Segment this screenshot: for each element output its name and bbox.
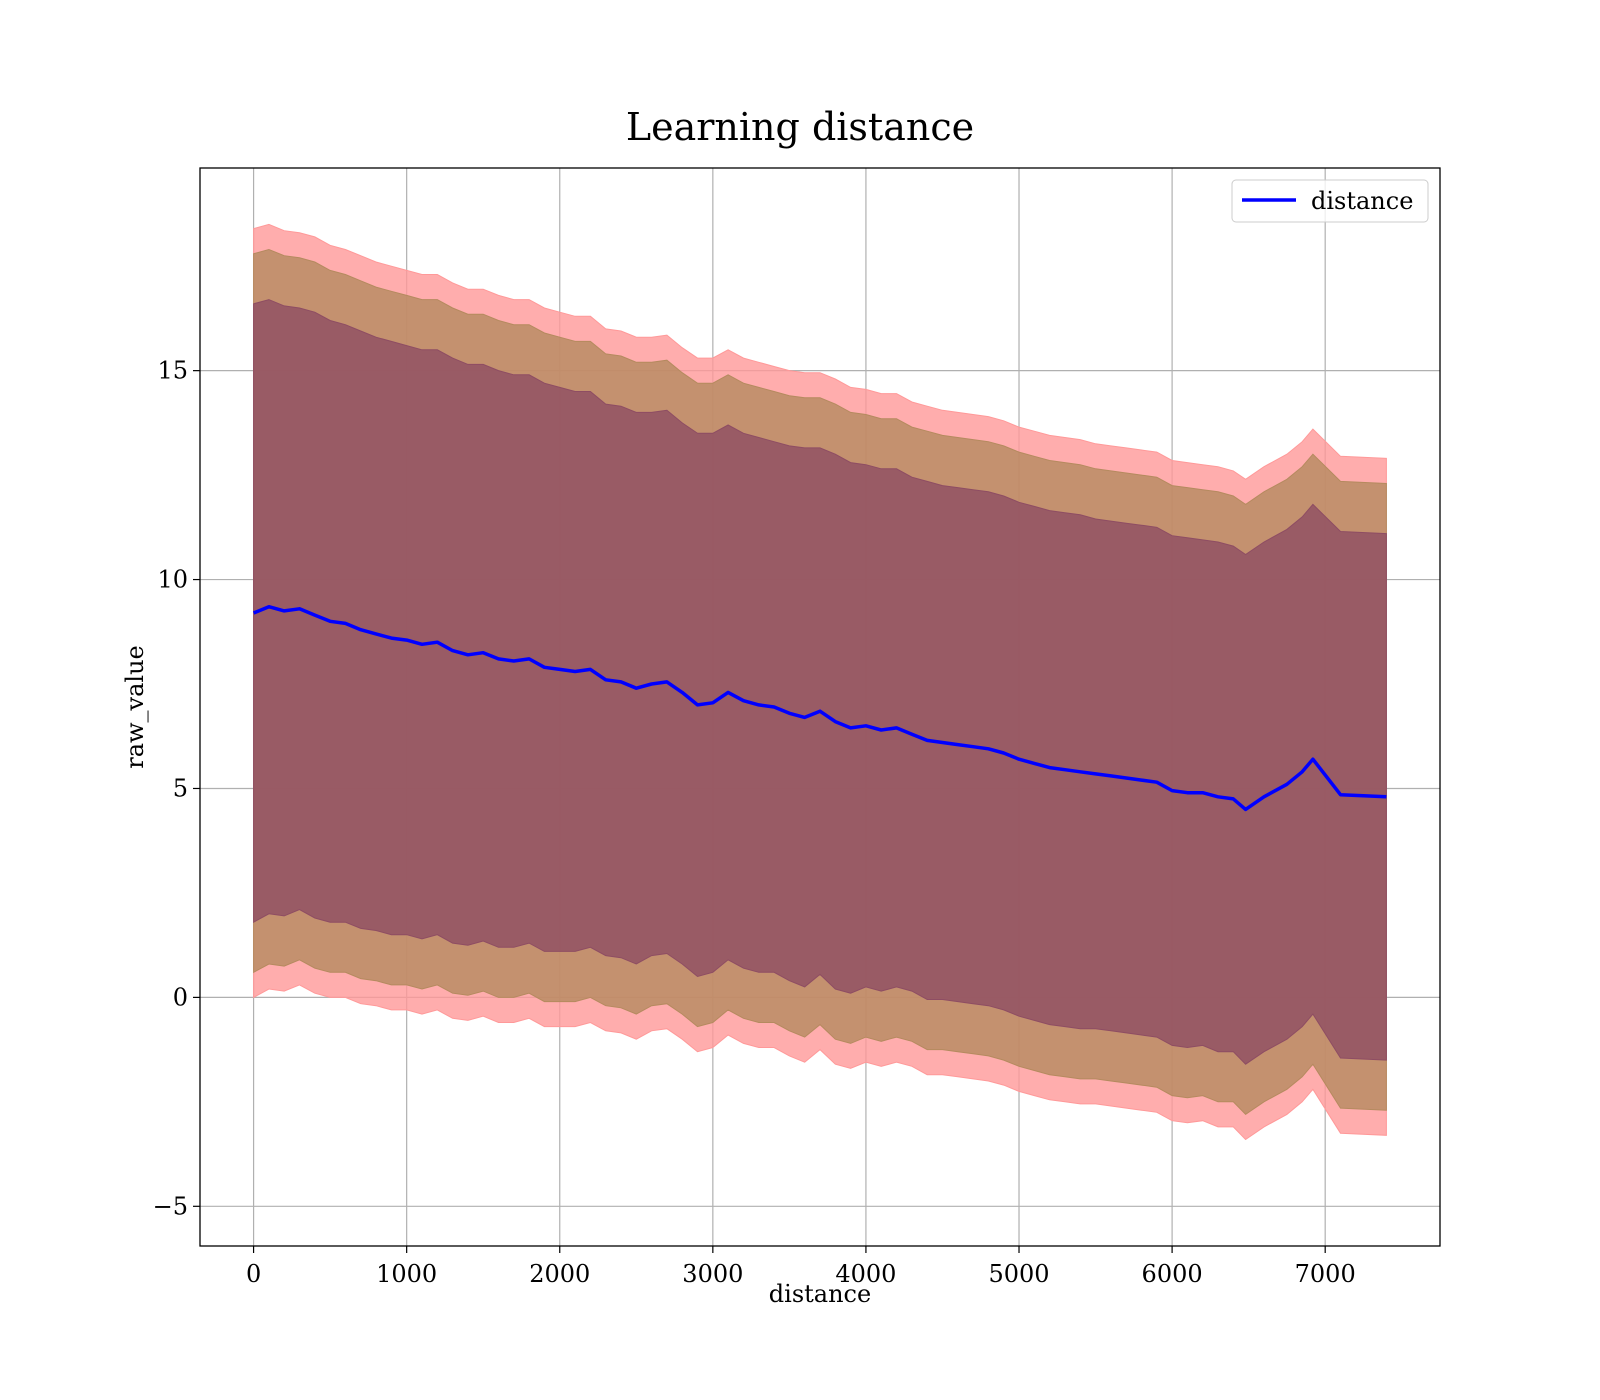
- y-axis-label: raw_value: [121, 645, 149, 769]
- chart-title: Learning distance: [626, 105, 974, 149]
- y-axis: −5 0 5 10 15: [153, 357, 200, 1220]
- x-tick-label: 7000: [1295, 1260, 1356, 1288]
- x-tick-label: 3000: [682, 1260, 743, 1288]
- y-tick-label: 0: [173, 983, 188, 1011]
- y-tick-label: 5: [173, 774, 188, 802]
- legend: distance: [1231, 179, 1429, 223]
- plot-frame: [199, 167, 1441, 1247]
- legend-box: [1231, 179, 1429, 223]
- y-tick-label: −5: [153, 1192, 188, 1220]
- series-line-distance: [252, 604, 1387, 812]
- y-tick-label: 15: [157, 357, 188, 385]
- x-tick-label: 6000: [1142, 1260, 1203, 1288]
- x-tick-label: 4000: [835, 1260, 896, 1288]
- y-tick-label: 10: [157, 566, 188, 594]
- x-tick-label: 2000: [529, 1260, 590, 1288]
- series-lines: [252, 604, 1387, 812]
- x-axis-label: distance: [769, 1280, 871, 1308]
- x-tick-label: 1000: [376, 1260, 437, 1288]
- x-axis: 0 1000 2000 3000 4000 5000 6000 7000: [246, 1246, 1356, 1288]
- band-inner: [253, 299, 1387, 1065]
- x-tick-label: 0: [246, 1260, 261, 1288]
- legend-label-distance: distance: [1311, 187, 1413, 215]
- confidence-bands: [253, 223, 1387, 1141]
- x-tick-label: 5000: [988, 1260, 1049, 1288]
